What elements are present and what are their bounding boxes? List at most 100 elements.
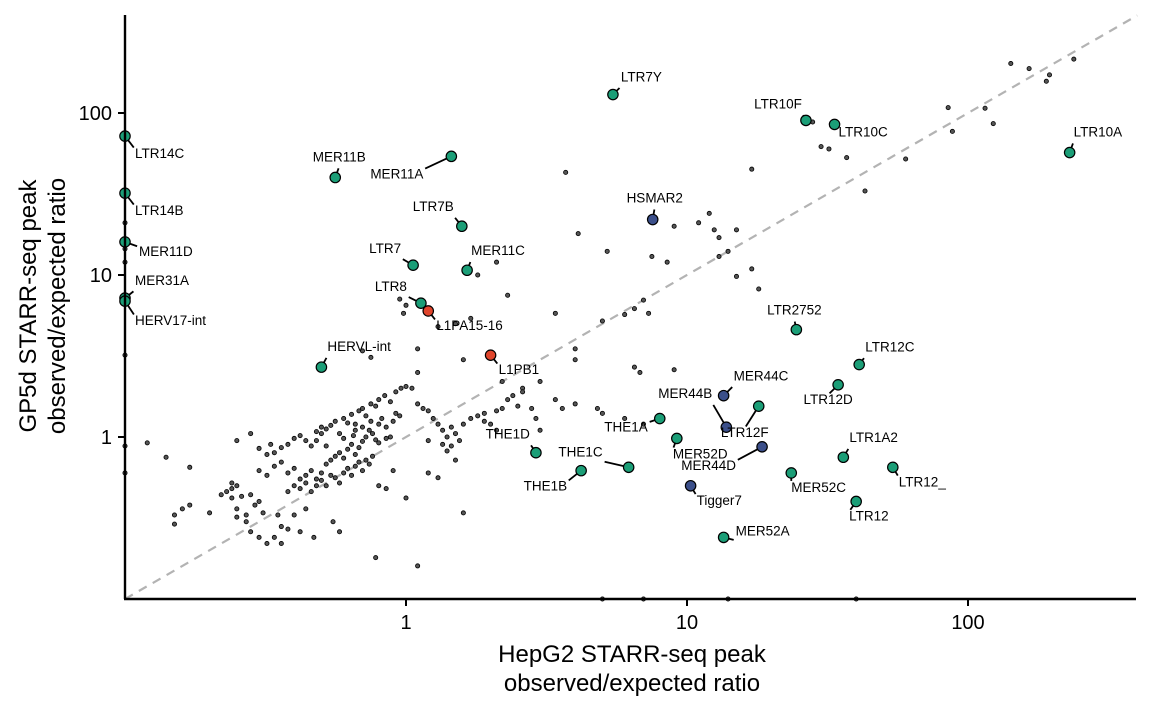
- data-point: [452, 321, 458, 327]
- label-leader-line: [127, 196, 135, 206]
- data-point: [311, 534, 317, 540]
- data-point: [529, 405, 535, 411]
- point-label: MER52D: [673, 446, 728, 461]
- data-point: [234, 438, 240, 444]
- data-point: [398, 385, 404, 391]
- point-label: LTR12D: [803, 392, 853, 407]
- data-point: [640, 297, 646, 303]
- data-point: [308, 443, 314, 449]
- data-point: [218, 492, 224, 498]
- data-point: [303, 438, 309, 444]
- label-leader-line: [568, 473, 578, 482]
- data-point: [271, 450, 277, 456]
- data-point: [345, 446, 351, 452]
- highlighted-point: [717, 389, 730, 402]
- point-label: HSMAR2: [627, 191, 683, 206]
- data-point: [356, 408, 362, 414]
- data-point: [229, 495, 235, 501]
- data-point: [383, 424, 389, 430]
- data-point: [818, 144, 824, 150]
- data-point: [341, 470, 347, 476]
- data-point: [278, 541, 284, 547]
- data-point: [260, 510, 266, 516]
- highlighted-point: [329, 171, 342, 184]
- label-leader-layer: [127, 87, 1074, 541]
- data-point: [481, 410, 487, 416]
- label-leader-line: [604, 460, 624, 468]
- point-label: LTR8: [375, 279, 407, 294]
- point-label: LTR12_: [899, 474, 947, 489]
- data-point: [733, 227, 739, 233]
- data-point: [649, 254, 655, 260]
- highlighted-point: [1063, 146, 1076, 159]
- point-label: MER31A: [135, 273, 189, 288]
- data-point: [256, 534, 262, 540]
- point-label: THE1D: [486, 427, 531, 442]
- data-point: [234, 514, 240, 520]
- data-point: [945, 105, 951, 111]
- highlighted-point: [850, 495, 862, 508]
- data-point: [318, 431, 324, 437]
- data-point: [444, 448, 450, 454]
- y-tick-label: 100: [79, 103, 112, 125]
- data-point: [664, 259, 670, 265]
- data-point: [275, 512, 281, 518]
- point-label: LTR1A2: [849, 430, 898, 445]
- y-axis-title-line2: observed/expected ratio: [44, 178, 71, 434]
- data-point: [376, 440, 382, 446]
- data-point: [376, 397, 382, 403]
- data-point: [352, 451, 358, 457]
- point-label-layer: LTR7Y LTR10F LTR10C LTR10A LTR14C LTR14B MER11…: [135, 70, 1122, 539]
- data-point: [949, 128, 955, 134]
- reference-line-layer: [124, 14, 1138, 600]
- data-point: [990, 121, 996, 127]
- data-point: [359, 405, 365, 411]
- data-point: [440, 427, 446, 433]
- data-point: [862, 188, 868, 194]
- data-point: [409, 385, 415, 391]
- label-leader-line: [454, 217, 460, 223]
- data-point: [359, 348, 365, 354]
- y-axis-title-line1: GP5d STARR-seq peak: [15, 179, 42, 433]
- point-label: MER11A: [370, 166, 423, 181]
- x-tick-label: 10: [676, 612, 698, 634]
- data-point: [256, 468, 262, 474]
- data-point: [515, 403, 521, 409]
- data-point: [425, 438, 431, 444]
- point-label: THE1C: [558, 444, 603, 459]
- data-point: [332, 453, 338, 459]
- data-point: [452, 431, 458, 437]
- highlighted-point: [756, 440, 768, 453]
- data-point: [373, 403, 379, 409]
- data-point: [318, 424, 324, 430]
- label-leader-line: [737, 448, 759, 461]
- highlighted-point: [646, 213, 659, 226]
- data-point: [435, 421, 441, 427]
- data-point: [370, 431, 376, 437]
- highlighted-point: [407, 259, 419, 271]
- data-point: [572, 346, 578, 352]
- data-point: [460, 357, 466, 363]
- highlighted-point: [530, 446, 542, 459]
- data-point: [349, 441, 355, 447]
- data-point: [271, 463, 277, 469]
- data-point: [278, 445, 284, 451]
- data-point: [366, 427, 372, 433]
- data-point: [345, 465, 351, 471]
- label-leader-line: [127, 139, 135, 149]
- data-point: [323, 443, 329, 449]
- data-point: [337, 529, 343, 535]
- data-point: [716, 254, 722, 260]
- data-point: [594, 405, 600, 411]
- point-label: THE1A: [604, 420, 648, 435]
- highlighted-point: [752, 400, 765, 412]
- data-point: [323, 483, 329, 489]
- highlighted-point: [575, 464, 587, 477]
- data-point: [308, 468, 314, 474]
- data-point: [397, 296, 403, 302]
- highlighted-point: [671, 432, 683, 445]
- data-point: [368, 418, 374, 424]
- highlighted-point: [484, 349, 497, 361]
- highlighted-point: [456, 220, 468, 233]
- data-point: [1026, 66, 1032, 72]
